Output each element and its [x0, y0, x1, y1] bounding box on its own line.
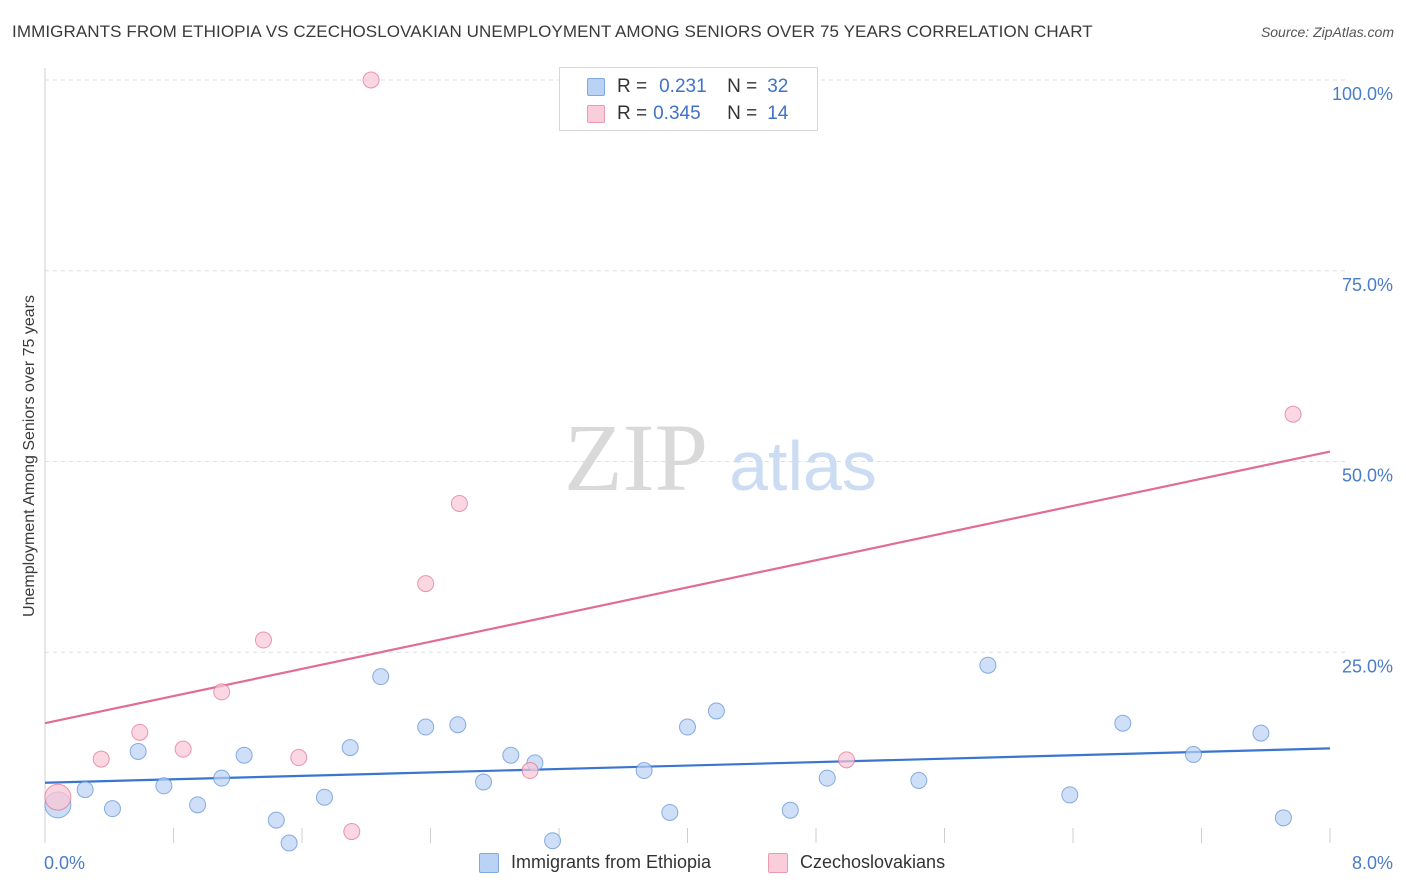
point-ethiopia — [280, 834, 298, 852]
y-tick-label: 25.0% — [1342, 656, 1393, 676]
point-czechoslovakians — [254, 631, 272, 649]
point-ethiopia — [235, 746, 253, 764]
point-ethiopia — [475, 773, 493, 791]
point-ethiopia — [1274, 809, 1292, 827]
series-swatch-czechoslovakians — [768, 852, 788, 873]
correlation-legend: R = 0.231 N = 32 R = 0.345 N = 14 — [559, 67, 818, 131]
point-ethiopia — [679, 718, 696, 736]
y-axis-label: Unemployment Among Seniors over 75 years — [21, 295, 38, 617]
point-ethiopia — [1184, 745, 1202, 763]
point-ethiopia — [818, 769, 836, 787]
point-ethiopia — [189, 796, 207, 814]
point-czechoslovakians — [450, 494, 468, 512]
legend-n-value: 32 — [767, 76, 789, 97]
series-legend: Immigrants from Ethiopia Czechoslovakian… — [0, 852, 1406, 878]
series-label-ethiopia: Immigrants from Ethiopia — [511, 852, 712, 872]
point-ethiopia — [103, 800, 121, 818]
point-ethiopia — [910, 771, 928, 789]
watermark-zip: ZIP — [564, 404, 708, 511]
point-czechoslovakians — [838, 751, 856, 769]
series-legend-ethiopia[interactable]: Immigrants from Ethiopia — [479, 852, 711, 873]
point-ethiopia — [635, 762, 653, 780]
y-tick-label: 75.0% — [1342, 275, 1393, 295]
watermark: ZIP atlas — [564, 404, 877, 511]
point-ethiopia — [155, 777, 173, 795]
legend-r-value: 0.345 — [653, 103, 701, 124]
axes — [44, 68, 1331, 843]
legend-r-label: R = — [617, 76, 648, 97]
grid-lines — [45, 79, 1345, 653]
point-czechoslovakians — [417, 575, 435, 593]
trend-lines — [44, 450, 1331, 784]
point-ethiopia — [417, 718, 435, 736]
y-tick-label: 50.0% — [1342, 466, 1393, 486]
point-ethiopia — [781, 801, 799, 819]
point-czechoslovakians — [174, 740, 192, 758]
point-ethiopia — [1252, 724, 1270, 742]
point-czechoslovakians — [92, 750, 110, 768]
legend-row-czechoslovakians: R = 0.345 N = 14 — [587, 102, 788, 126]
series-legend-czechoslovakians[interactable]: Czechoslovakians — [768, 852, 945, 873]
point-ethiopia — [76, 781, 94, 799]
point-czechoslovakians — [131, 723, 149, 741]
point-ethiopia — [129, 742, 147, 760]
chart-title: IMMIGRANTS FROM ETHIOPIA VS CZECHOSLOVAK… — [12, 22, 1093, 41]
series-label-czechoslovakians: Czechoslovakians — [800, 852, 946, 872]
point-ethiopia — [267, 811, 285, 829]
point-ethiopia — [502, 746, 520, 764]
trend-line-czechoslovakians — [44, 450, 1331, 725]
point-ethiopia — [213, 769, 231, 787]
point-ethiopia — [979, 656, 997, 674]
legend-n-label: N = — [727, 76, 758, 97]
series-swatch-ethiopia — [479, 852, 499, 873]
legend-r-value: 0.231 — [659, 76, 707, 97]
point-czechoslovakians — [521, 762, 539, 780]
trend-line-ethiopia — [44, 747, 1331, 784]
point-ethiopia — [449, 716, 467, 734]
point-czechoslovakians — [213, 683, 231, 701]
point-ethiopia — [661, 803, 679, 821]
x-tick-label: 0.0% — [44, 853, 85, 873]
source-label: Source: ZipAtlas.com — [1260, 24, 1394, 40]
legend-row-ethiopia: R = 0.231 N = 32 — [587, 75, 788, 99]
point-czechoslovakians — [343, 823, 361, 841]
point-czechoslovakians — [44, 783, 72, 811]
point-ethiopia — [341, 739, 359, 757]
point-czechoslovakians — [1284, 405, 1302, 423]
data-points — [44, 71, 1302, 852]
legend-r-label: R = — [617, 103, 648, 124]
point-czechoslovakians — [362, 71, 380, 89]
point-ethiopia — [1114, 714, 1132, 732]
watermark-atlas: atlas — [729, 427, 877, 505]
legend-n-label: N = — [727, 103, 758, 124]
legend-n-value: 14 — [767, 103, 789, 124]
point-ethiopia — [372, 668, 390, 686]
point-ethiopia — [544, 832, 562, 850]
point-ethiopia — [1061, 786, 1079, 804]
point-ethiopia — [315, 788, 333, 806]
point-ethiopia — [707, 702, 725, 720]
legend-swatch-ethiopia — [587, 78, 605, 96]
point-czechoslovakians — [290, 749, 308, 767]
tick-labels: 25.0% 50.0% 75.0% 100.0% 0.0% 8.0% — [44, 84, 1393, 873]
legend-swatch-czechoslovakians — [587, 105, 605, 123]
x-tick-label: 8.0% — [1352, 853, 1393, 873]
y-tick-label: 100.0% — [1332, 84, 1393, 104]
